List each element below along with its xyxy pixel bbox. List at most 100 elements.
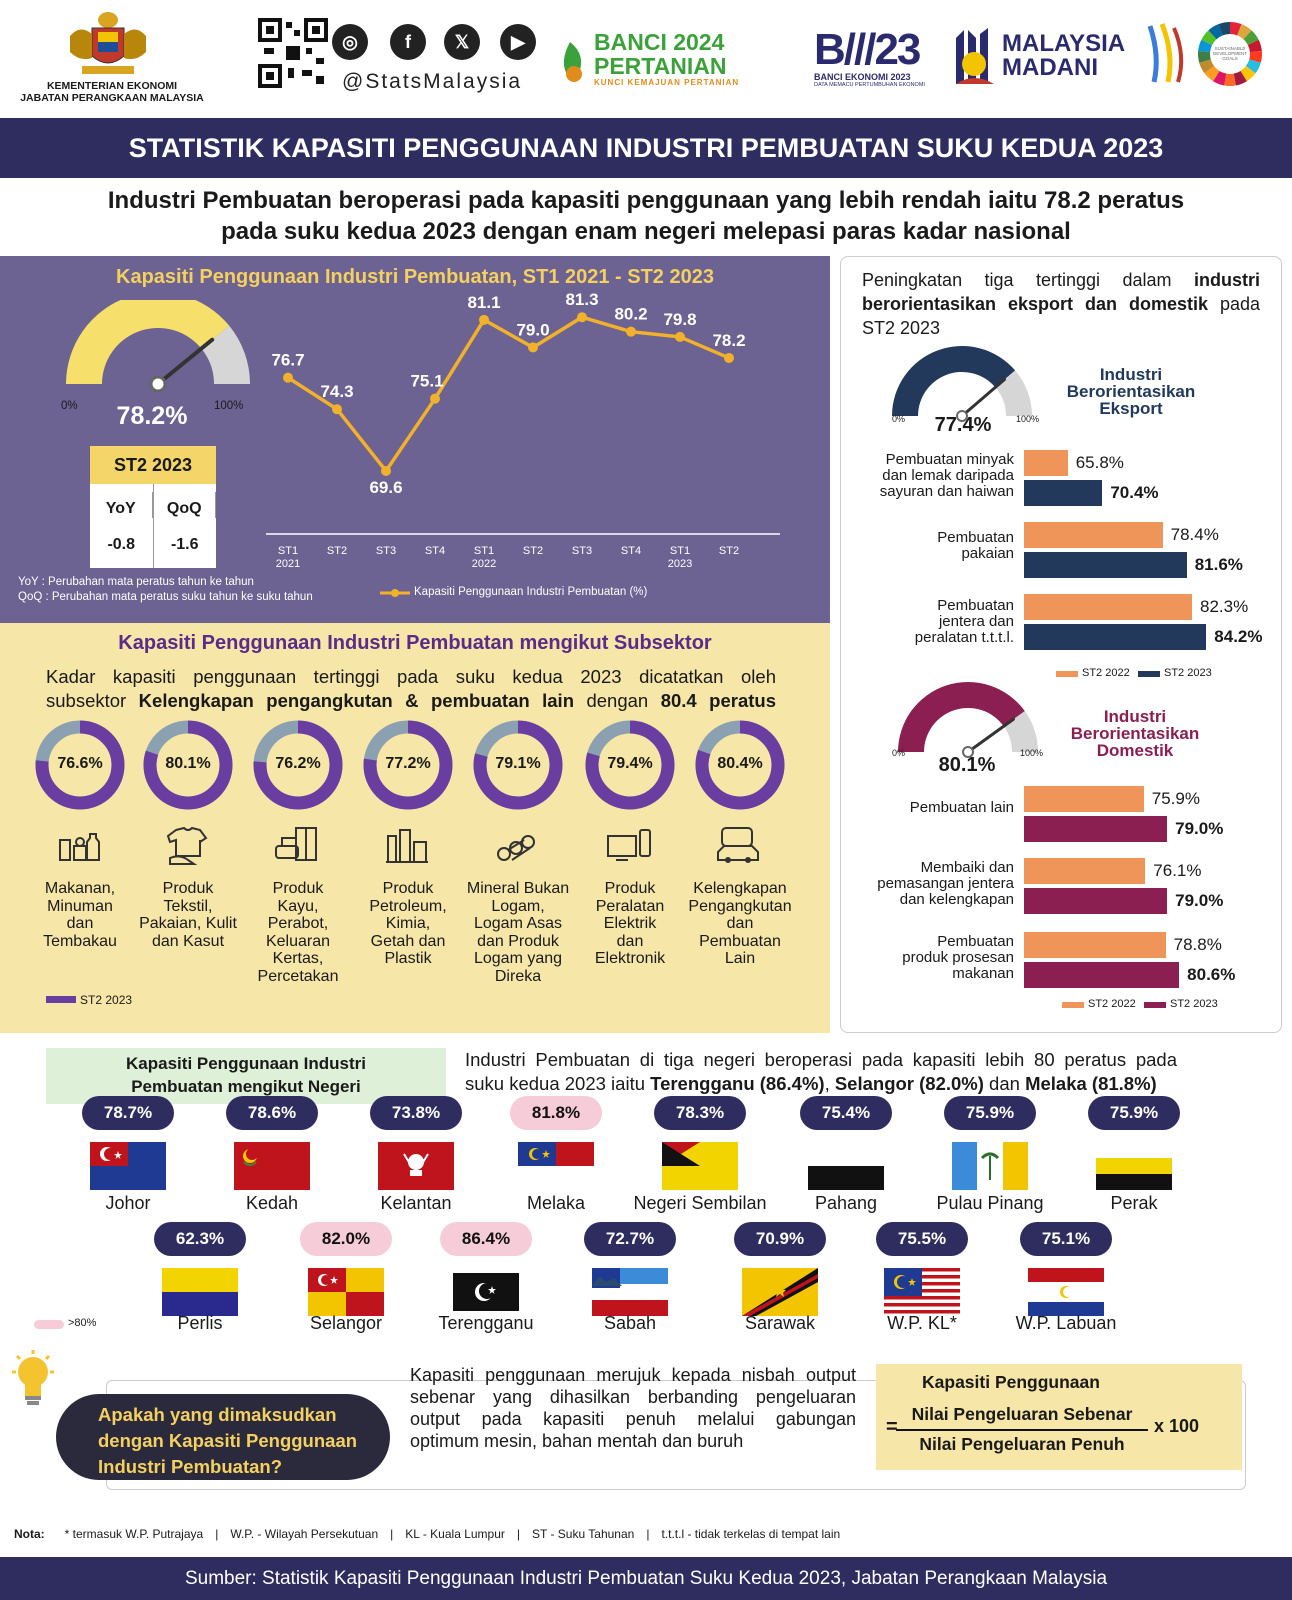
gauge-hub — [149, 375, 167, 393]
facebook-icon[interactable]: f — [390, 24, 426, 60]
orientation-description: Peningkatan tiga tertinggi dalam industr… — [862, 268, 1260, 340]
bar-category-label: Pembuatan lain — [856, 800, 1014, 816]
bar-category-line: Pembuatan — [937, 597, 1014, 614]
orient-desc-bold: industri — [1194, 270, 1260, 290]
export-legend-2023: ST2 2023 — [1164, 667, 1212, 679]
state-value-pill: 78.7% — [82, 1096, 174, 1130]
x-icon[interactable]: 𝕏 — [444, 24, 480, 60]
coat-of-arms-logo — [70, 12, 146, 74]
sdg-segment — [1249, 51, 1262, 63]
subsector-value: 79.4% — [607, 755, 653, 772]
state-name: Sarawak — [744, 1313, 816, 1333]
state-name: Perak — [1110, 1193, 1158, 1213]
instagram-icon[interactable]: ◎ — [332, 24, 368, 60]
trend-value-label: 81.3 — [565, 290, 598, 309]
sdg-wheel-logo: SUSTAINABLE DEVELOPMENT GOALS — [1198, 22, 1262, 86]
org-line-1: KEMENTERIAN EKONOMI — [46, 80, 178, 92]
states-desc-part: , — [824, 1073, 835, 1094]
state-name: Pulau Pinang — [936, 1193, 1044, 1213]
state-name: Perlis — [177, 1313, 223, 1333]
gauge-min-label: 0% — [61, 400, 78, 412]
states-legend-swatch — [34, 1320, 64, 1329]
bar-2022 — [1024, 522, 1163, 548]
state-flag — [308, 1268, 384, 1316]
notes: Nota: * termasuk W.P. Putrajaya | W.P. - … — [14, 1527, 1284, 1541]
trend-point — [332, 404, 342, 415]
subsector-value: 76.6% — [57, 755, 103, 772]
states-title-line1: Kapasiti Penggunaan Industri — [126, 1054, 366, 1073]
orient-desc-bold: berorientasikan eksport dan domestik — [862, 294, 1208, 314]
export-legend-2022: ST2 2022 — [1082, 667, 1130, 679]
st2-summary-box: ST2 2023 YoY -0.8 QoQ -1.6 — [90, 446, 216, 568]
state-value-pill: 78.3% — [654, 1096, 746, 1130]
definition-line: output pada kapasiti penuh melalui gabun… — [410, 1409, 856, 1429]
gauge-rest — [995, 370, 1032, 416]
qoq-label: QoQ — [154, 492, 216, 518]
refinery-icon — [386, 829, 428, 863]
donut-fill — [363, 720, 453, 810]
bar-category-label: Pembuatan produk prosesan makanan — [856, 934, 1014, 982]
definition-question: Apakah yang dimaksudkan dengan Kapasiti … — [56, 1394, 390, 1480]
state-value-pill: 82.0% — [300, 1222, 392, 1256]
sdg-segment — [1240, 66, 1256, 82]
vehicle-icon — [717, 827, 759, 863]
sdg-segment — [1199, 59, 1215, 74]
sdg-segment — [1233, 71, 1247, 86]
subsector-label-line: Elektrik — [603, 915, 657, 932]
subsector-label-line: Makanan, — [44, 880, 116, 897]
trend-point — [528, 342, 538, 353]
state-name: Kelantan — [380, 1193, 452, 1213]
source-footer: Sumber: Statistik Kapasiti Penggunaan In… — [0, 1557, 1292, 1600]
subsector-label-line: Logam, — [491, 897, 545, 915]
note-item: ST - Suku Tahunan — [532, 1527, 635, 1541]
subsector-value: 77.2% — [385, 755, 431, 772]
social-handle: @StatsMalaysia — [342, 70, 523, 93]
states-desc-part: suku kedua 2023 iaitu — [465, 1073, 651, 1094]
subsector-legend-label: ST2 2023 — [80, 993, 133, 1007]
subsector-label-line: Keluaran — [265, 932, 331, 950]
trend-series-line — [287, 315, 730, 474]
formula-title: Kapasiti Penggunaan — [922, 1372, 1100, 1392]
state-flag — [1096, 1142, 1172, 1190]
subsector-label-line: Petroleum, — [369, 897, 447, 915]
domestic-legend-2023-swatch — [1144, 1002, 1166, 1008]
definition-line: optimum mesin, bahan mentah dan buruh — [410, 1431, 744, 1451]
shirt-icon — [166, 826, 208, 865]
bar-value-2023: 80.6% — [1187, 965, 1236, 984]
domestic-gauge-min: 0% — [892, 748, 906, 758]
domestic-title-line: Industri — [1103, 707, 1167, 726]
madani-emblem-icon — [956, 28, 994, 84]
subsector-donut — [253, 720, 343, 810]
sdg-segment — [1201, 30, 1217, 46]
subsector-desc-line1: Kadar kapasiti penggunaan tertinggi pada… — [46, 666, 776, 687]
domestic-legend-2023: ST2 2023 — [1170, 998, 1218, 1010]
notes-label: Nota: — [14, 1527, 45, 1541]
state-name: Pahang — [814, 1193, 878, 1213]
qr-code[interactable] — [258, 18, 328, 88]
subsector-label-line: Produk — [162, 880, 214, 897]
export-title-line: Berorientasikan — [1066, 382, 1196, 401]
yoy-value: -0.8 — [107, 536, 136, 553]
subsector-donut — [143, 720, 233, 810]
subsector-label-line: Kayu, — [277, 897, 319, 915]
bar-2022 — [1024, 450, 1068, 476]
x-tick-label: ST3 — [572, 545, 592, 557]
overall-gauge — [66, 300, 250, 393]
sdg-segment — [1245, 59, 1261, 74]
subsector-label-line: Produk — [382, 880, 434, 897]
bar-value-2022: 82.3% — [1199, 597, 1249, 616]
bar-category-line: produk prosesan — [902, 949, 1014, 966]
export-title-line: Eksport — [1099, 399, 1163, 418]
x-tick-year: 2023 — [668, 558, 692, 570]
question-line: dengan Kapasiti Penggunaan — [98, 1430, 358, 1451]
banci-line1: BANCI 2024 — [594, 29, 725, 55]
state-value-pill: 75.9% — [1088, 1096, 1180, 1130]
bar-2023 — [1024, 962, 1180, 988]
subsector-value: 80.1% — [165, 755, 211, 772]
organization-name: KEMENTERIAN EKONOMI JABATAN PERANGKAAN M… — [12, 80, 212, 104]
state-value-pill: 75.5% — [876, 1222, 968, 1256]
youtube-icon[interactable]: ▶ — [500, 24, 536, 60]
bar-category-line: sayuran dan haiwan — [879, 483, 1014, 500]
bar-value-2022: 78.8% — [1173, 935, 1222, 954]
domestic-title-line: Berorientasikan — [1070, 724, 1200, 743]
